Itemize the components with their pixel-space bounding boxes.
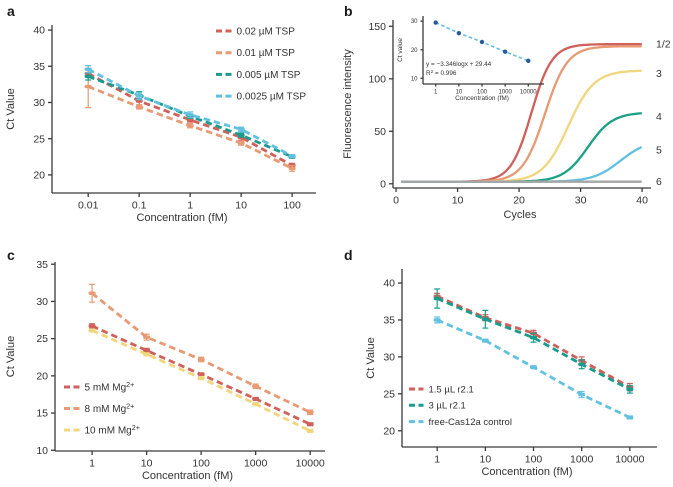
- svg-text:y = −3.346logx + 29.44: y = −3.346logx + 29.44: [426, 61, 492, 68]
- svg-text:20: 20: [36, 370, 48, 382]
- svg-text:3: 3: [656, 68, 662, 80]
- svg-text:20: 20: [513, 195, 525, 207]
- svg-text:35: 35: [33, 61, 45, 73]
- svg-text:1: 1: [434, 454, 440, 466]
- svg-text:10000: 10000: [520, 90, 537, 96]
- chart-a-ct-vs-concentration-tsp: 0.01 0.1 1 10 100 20 25 30 35 40 Concentration (fM…: [5, 25, 316, 224]
- svg-text:100: 100: [192, 458, 210, 470]
- svg-text:100: 100: [525, 454, 543, 466]
- chart-c-ct-vs-concentration-mg: 1 10 100 1000 10000 10 15 20 25 30 35 Concentration…: [5, 259, 325, 482]
- svg-text:Ct Value: Ct Value: [5, 336, 17, 377]
- chart-d-ct-vs-concentration-r21: 1 10 100 1000 10000 20 25 30 35 40 Concentration (…: [365, 269, 657, 478]
- svg-text:5: 5: [656, 145, 662, 157]
- svg-text:0.02 µM TSP: 0.02 µM TSP: [237, 27, 296, 38]
- svg-text:25: 25: [383, 388, 395, 400]
- svg-text:10: 10: [452, 195, 464, 207]
- svg-text:40: 40: [383, 278, 395, 290]
- svg-text:0.005 µM TSP: 0.005 µM TSP: [237, 70, 301, 81]
- panel-c-letter: c: [7, 247, 15, 263]
- svg-text:Ct value: Ct value: [397, 38, 404, 62]
- panel-d-letter: d: [344, 247, 353, 263]
- svg-text:20: 20: [383, 425, 395, 437]
- panel-d: d 1 10 100 1000 10000 20 25 30 35 40 Concentration…: [337, 244, 673, 487]
- svg-text:40: 40: [636, 195, 648, 207]
- panel-b: b 0 10 20 30 40 0 50 100 150 Cycles Fluorescence i…: [337, 0, 673, 243]
- svg-text:6: 6: [656, 176, 662, 188]
- svg-text:20: 20: [33, 169, 45, 181]
- svg-text:Concentration (fM): Concentration (fM): [481, 466, 572, 478]
- svg-text:50: 50: [374, 126, 386, 138]
- svg-text:Concentration (fM): Concentration (fM): [136, 212, 227, 224]
- chart-b-amplification-curves: 0 10 20 30 40 0 50 100 150 Cycles Fluorescence int…: [342, 20, 671, 221]
- svg-text:1.5 µL r2.1: 1.5 µL r2.1: [429, 384, 474, 395]
- svg-text:40: 40: [33, 25, 45, 37]
- svg-text:1: 1: [89, 458, 95, 470]
- svg-text:1/2: 1/2: [656, 39, 671, 51]
- svg-text:0: 0: [393, 195, 399, 207]
- panel-a-letter: a: [7, 3, 15, 19]
- svg-text:R2 = 0.996: R2 = 0.996: [426, 69, 457, 77]
- svg-text:100: 100: [477, 90, 488, 96]
- svg-text:150: 150: [368, 21, 386, 33]
- svg-text:1: 1: [434, 90, 438, 96]
- svg-text:25: 25: [33, 133, 45, 145]
- svg-text:30: 30: [575, 195, 587, 207]
- svg-text:10: 10: [141, 458, 153, 470]
- svg-text:10: 10: [479, 454, 491, 466]
- svg-text:30: 30: [411, 19, 418, 25]
- svg-text:Ct Value: Ct Value: [5, 88, 17, 129]
- svg-text:1000: 1000: [244, 458, 268, 470]
- svg-text:100: 100: [283, 200, 301, 212]
- svg-text:0.01 µM TSP: 0.01 µM TSP: [237, 48, 296, 59]
- svg-text:5 mM Mg2+: 5 mM Mg2+: [85, 380, 135, 394]
- svg-text:100: 100: [368, 73, 386, 85]
- svg-text:25: 25: [36, 333, 48, 345]
- svg-text:3 µL r2.1: 3 µL r2.1: [429, 401, 466, 412]
- svg-text:15: 15: [36, 408, 48, 420]
- svg-text:10: 10: [411, 76, 418, 82]
- svg-text:Concentration (fM): Concentration (fM): [455, 95, 509, 102]
- svg-text:Cycles: Cycles: [503, 209, 537, 221]
- panel-c: c 1 10 100 1000 10000 10 15 20 25 30 35 Concentrati…: [0, 244, 336, 487]
- svg-text:10: 10: [235, 200, 247, 212]
- svg-text:35: 35: [383, 315, 395, 327]
- svg-text:1000: 1000: [498, 90, 512, 96]
- svg-text:10000: 10000: [615, 454, 644, 466]
- svg-text:30: 30: [383, 351, 395, 363]
- panel-b-letter: b: [344, 3, 353, 19]
- svg-text:Concentration (fM): Concentration (fM): [142, 470, 233, 482]
- svg-text:free-Cas12a control: free-Cas12a control: [429, 417, 512, 428]
- svg-text:0: 0: [380, 178, 386, 190]
- panel-a: a 0.01 0.1 1 10 100 20 25 30 35 40 Concentration (…: [0, 0, 336, 243]
- svg-text:8 mM Mg2+: 8 mM Mg2+: [85, 402, 135, 416]
- svg-text:35: 35: [36, 259, 48, 271]
- svg-text:0.0025 µM TSP: 0.0025 µM TSP: [237, 92, 307, 103]
- svg-text:0.1: 0.1: [132, 200, 147, 212]
- svg-text:30: 30: [33, 97, 45, 109]
- svg-text:20: 20: [411, 48, 418, 54]
- svg-text:10 mM Mg2+: 10 mM Mg2+: [85, 423, 140, 437]
- svg-text:10: 10: [456, 90, 463, 96]
- svg-text:30: 30: [36, 296, 48, 308]
- svg-text:Fluorescence intensity: Fluorescence intensity: [342, 49, 354, 159]
- svg-text:10000: 10000: [296, 458, 325, 470]
- svg-text:4: 4: [656, 111, 662, 123]
- svg-text:Ct Value: Ct Value: [365, 337, 377, 378]
- svg-text:1: 1: [187, 200, 193, 212]
- svg-text:0.01: 0.01: [78, 200, 99, 212]
- svg-text:1000: 1000: [570, 454, 594, 466]
- svg-text:10: 10: [36, 445, 48, 457]
- chart-b-inset-standard-curve: 1 10 100 1000 10000 10 20 30 Concentration (fM) C…: [397, 16, 544, 102]
